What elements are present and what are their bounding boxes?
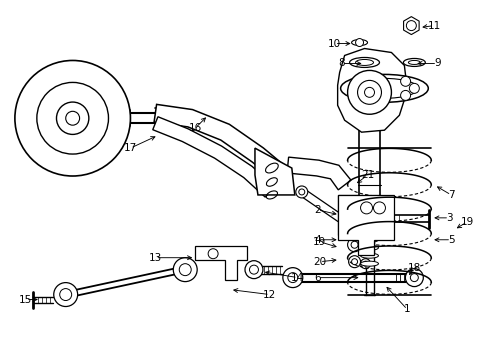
Circle shape [400, 76, 410, 86]
Circle shape [400, 90, 410, 100]
Circle shape [173, 258, 197, 282]
Text: 19: 19 [312, 237, 325, 247]
Circle shape [360, 202, 372, 214]
Ellipse shape [360, 229, 378, 234]
Circle shape [57, 102, 89, 134]
Text: 16: 16 [188, 123, 202, 133]
Circle shape [343, 205, 353, 215]
Circle shape [350, 241, 357, 248]
Circle shape [351, 259, 357, 265]
Text: 11: 11 [427, 21, 440, 31]
Polygon shape [299, 189, 359, 231]
Text: 14: 14 [290, 273, 304, 283]
Text: 12: 12 [263, 289, 276, 300]
Ellipse shape [349, 58, 379, 67]
Circle shape [347, 238, 361, 252]
Circle shape [347, 71, 390, 114]
Circle shape [409, 274, 417, 282]
Ellipse shape [360, 261, 378, 266]
Circle shape [65, 111, 80, 125]
Polygon shape [337, 49, 407, 132]
Polygon shape [337, 195, 369, 235]
Text: 7: 7 [447, 190, 453, 200]
Circle shape [295, 186, 307, 198]
Polygon shape [286, 157, 350, 190]
Text: 5: 5 [447, 235, 453, 245]
Polygon shape [152, 117, 274, 197]
Polygon shape [195, 246, 246, 280]
Ellipse shape [403, 58, 425, 67]
Circle shape [15, 60, 130, 176]
Circle shape [357, 80, 381, 104]
Circle shape [282, 268, 302, 288]
Text: 10: 10 [327, 39, 341, 49]
Circle shape [298, 189, 304, 195]
Text: 6: 6 [314, 273, 321, 283]
Circle shape [351, 222, 363, 234]
Circle shape [362, 261, 367, 266]
Circle shape [54, 283, 78, 306]
Polygon shape [154, 104, 287, 182]
Circle shape [249, 265, 258, 274]
Ellipse shape [355, 59, 373, 66]
Circle shape [354, 225, 360, 231]
Text: 1: 1 [403, 305, 410, 315]
Circle shape [364, 87, 374, 97]
Text: 15: 15 [19, 294, 32, 305]
Ellipse shape [340, 75, 427, 102]
Circle shape [208, 249, 218, 259]
Text: 18: 18 [407, 263, 420, 273]
Circle shape [360, 259, 370, 269]
Text: 21: 21 [360, 170, 373, 180]
Ellipse shape [351, 40, 367, 45]
Text: 2: 2 [314, 205, 321, 215]
Polygon shape [254, 148, 294, 195]
Circle shape [37, 82, 108, 154]
Ellipse shape [407, 60, 420, 64]
Ellipse shape [350, 78, 417, 98]
Text: 3: 3 [445, 213, 451, 223]
Text: 8: 8 [338, 58, 344, 68]
Circle shape [408, 84, 419, 93]
Polygon shape [337, 195, 394, 255]
Ellipse shape [360, 237, 378, 242]
Circle shape [60, 289, 72, 301]
Circle shape [179, 264, 191, 276]
Circle shape [348, 256, 360, 268]
Text: 4: 4 [314, 235, 321, 245]
Circle shape [287, 273, 297, 283]
Text: 9: 9 [433, 58, 440, 68]
Text: 17: 17 [123, 143, 137, 153]
Ellipse shape [360, 245, 378, 250]
Text: 20: 20 [312, 257, 325, 267]
Text: 13: 13 [148, 253, 162, 263]
Circle shape [405, 269, 423, 287]
Circle shape [364, 242, 370, 248]
Circle shape [361, 239, 373, 251]
Ellipse shape [360, 253, 378, 258]
Circle shape [355, 39, 363, 46]
Circle shape [406, 21, 415, 31]
Circle shape [343, 220, 353, 230]
Polygon shape [403, 17, 418, 35]
Circle shape [373, 202, 385, 214]
Circle shape [244, 261, 263, 279]
Text: 19: 19 [460, 217, 473, 227]
